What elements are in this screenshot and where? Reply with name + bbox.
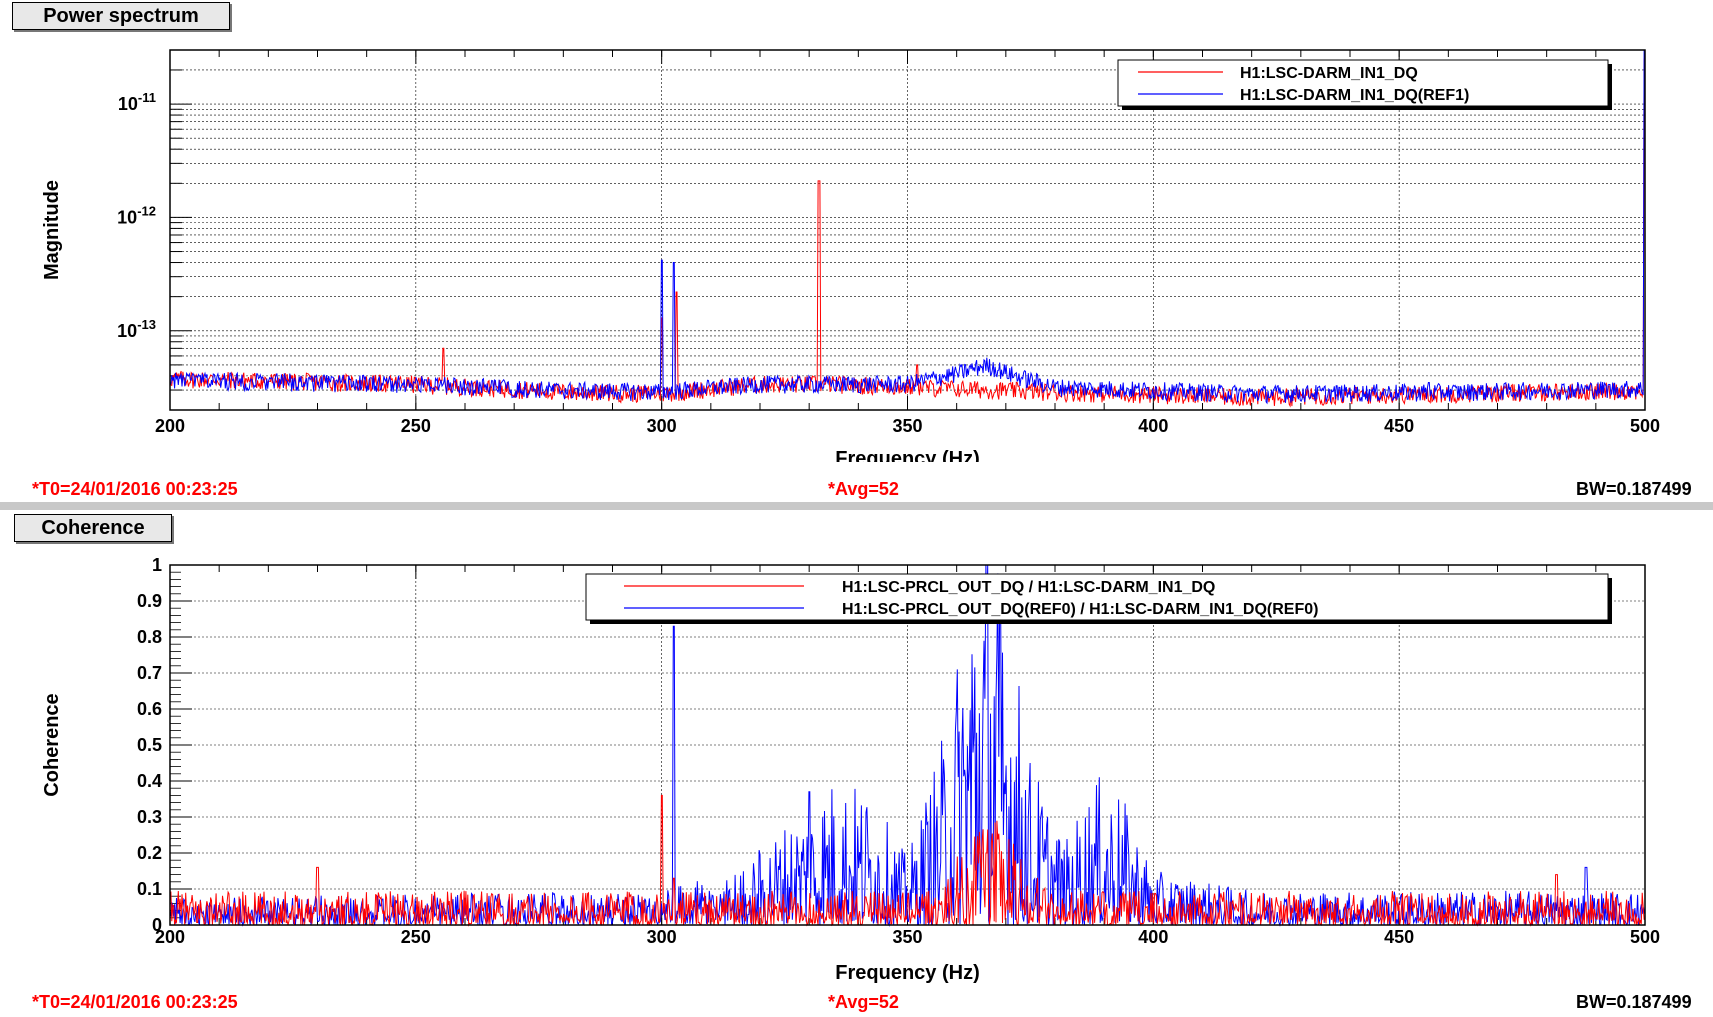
y-tick-label: 0.5 [137, 735, 162, 755]
coherence-avg: *Avg=52 [828, 992, 899, 1012]
y-tick-label: 0.1 [137, 879, 162, 899]
x-tick-label: 250 [401, 416, 431, 436]
coherence-bw: BW=0.187499 [1576, 992, 1692, 1012]
legend-label: H1:LSC-PRCL_OUT_DQ(REF0) / H1:LSC-DARM_I… [842, 601, 1318, 618]
x-tick-label: 300 [647, 927, 677, 947]
power-spectrum-avg: *Avg=52 [828, 479, 899, 499]
y-tick-label: 10-11 [118, 90, 156, 114]
coherence-t0: *T0=24/01/2016 00:23:25 [32, 992, 238, 1012]
y-tick-label: 0.6 [137, 699, 162, 719]
x-tick-label: 450 [1384, 927, 1414, 947]
y-tick-label: 0.9 [137, 591, 162, 611]
x-tick-label: 200 [155, 927, 185, 947]
coherence-tab[interactable]: Coherence [14, 514, 172, 542]
power-spectrum-tab[interactable]: Power spectrum [12, 2, 230, 30]
power-spectrum-bw: BW=0.187499 [1576, 479, 1692, 499]
y-tick-label: 10-12 [117, 203, 156, 227]
x-tick-label: 450 [1384, 416, 1414, 436]
power-spectrum-t0: *T0=24/01/2016 00:23:25 [32, 479, 238, 499]
x-tick-label: 400 [1138, 927, 1168, 947]
y-tick-label: 1 [152, 555, 162, 575]
series-line-1 [169, 49, 1645, 405]
x-tick-label: 200 [155, 416, 185, 436]
legend-label: H1:LSC-PRCL_OUT_DQ / H1:LSC-DARM_IN1_DQ [842, 579, 1215, 596]
x-tick-label: 250 [401, 927, 431, 947]
y-tick-label: 0.7 [137, 663, 162, 683]
x-axis-label: Frequency (Hz) [835, 962, 979, 984]
y-axis-label: Coherence [41, 693, 63, 796]
y-tick-label: 0.2 [137, 843, 162, 863]
x-tick-label: 300 [647, 416, 677, 436]
plot-frame [169, 49, 1646, 411]
x-tick-label: 350 [892, 416, 922, 436]
y-tick-label: 0.4 [137, 771, 162, 791]
x-tick-label: 500 [1630, 927, 1660, 947]
y-axis-label: Magnitude [41, 180, 63, 280]
plot-frame [169, 564, 1646, 926]
legend-label: H1:LSC-DARM_IN1_DQ(REF1) [1240, 87, 1469, 104]
x-tick-label: 500 [1630, 416, 1660, 436]
power-spectrum-chart: 200 250 300 350 400 450 500 10-11 10-12 10-13 Freq… [41, 49, 1660, 462]
power-spectrum-panel: Power spectrum 200 250 300 350 400 450 500 10-1… [0, 0, 1713, 462]
legend-box [1117, 59, 1609, 107]
x-axis-label: Frequency (Hz) [835, 448, 979, 462]
y-tick-label: 0 [152, 915, 162, 935]
y-tick-label: 10-13 [117, 317, 156, 341]
series-line-0 [169, 794, 1646, 927]
y-tick-label: 0.3 [137, 807, 162, 827]
legend-label: H1:LSC-DARM_IN1_DQ [1240, 65, 1418, 82]
x-tick-label: 400 [1138, 416, 1168, 436]
x-tick-label: 350 [892, 927, 922, 947]
legend-box [585, 573, 1609, 621]
panel-divider [0, 502, 1713, 510]
y-tick-label: 0.8 [137, 627, 162, 647]
